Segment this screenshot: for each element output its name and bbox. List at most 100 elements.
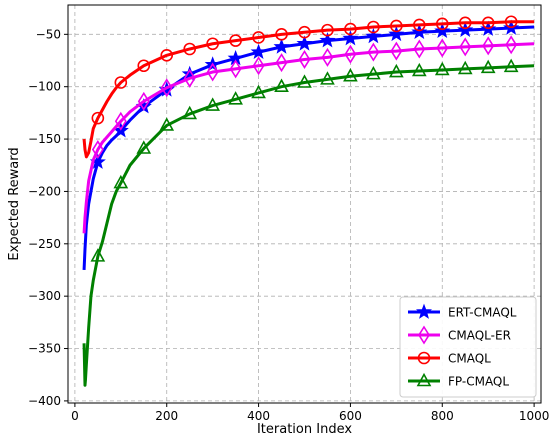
y-tick-label: −150	[28, 132, 61, 146]
data-point-marker	[459, 37, 472, 57]
y-tick-label: −200	[28, 184, 61, 198]
data-point-marker	[114, 76, 128, 89]
x-axis: 0 200 400 600 800 1000	[71, 403, 549, 423]
data-point-marker	[251, 84, 266, 99]
data-point-marker	[343, 68, 358, 82]
x-tick-label: 400	[247, 409, 270, 423]
data-point-marker	[252, 56, 265, 76]
data-point-marker	[183, 42, 196, 56]
data-point-marker	[505, 35, 518, 55]
data-point-marker	[503, 58, 519, 73]
legend-label: CMAQL-ER	[448, 329, 511, 343]
data-point-marker	[411, 62, 427, 77]
data-point-marker	[388, 25, 405, 42]
data-point-marker	[298, 25, 311, 39]
data-point-marker	[342, 30, 359, 46]
data-point-marker	[390, 41, 403, 61]
legend-marker	[416, 372, 432, 387]
y-axis-label: Expected Reward	[7, 147, 22, 260]
series-line	[82, 64, 535, 387]
data-point-marker	[250, 43, 267, 59]
data-point-marker	[434, 22, 451, 39]
data-point-marker	[275, 53, 288, 73]
legend-item: CMAQL	[408, 352, 491, 366]
series-line	[82, 42, 535, 234]
data-point-marker	[136, 140, 152, 154]
data-point-marker	[229, 34, 242, 47]
data-point-marker	[159, 117, 175, 131]
data-point-marker	[252, 31, 265, 44]
data-point-marker	[91, 140, 104, 160]
data-point-marker	[344, 22, 357, 36]
data-point-marker	[367, 20, 380, 34]
data-point-marker	[160, 48, 174, 62]
legend-item: FP-CMAQL	[408, 372, 509, 389]
legend-item: CMAQL-ER	[408, 325, 511, 345]
data-point-marker	[228, 91, 243, 105]
x-tick-label: 600	[339, 409, 362, 423]
data-point-marker	[160, 78, 173, 98]
data-point-marker	[183, 68, 196, 88]
data-point-marker	[273, 38, 290, 54]
data-point-marker	[390, 19, 403, 33]
series-line	[82, 20, 535, 159]
data-point-marker	[229, 59, 242, 79]
y-axis: −50 −100 −150 −200 −250 −300 −350 −400	[28, 27, 68, 408]
y-tick-label: −350	[28, 342, 61, 356]
legend-item: ERT-CMAQL	[408, 303, 517, 320]
series-ert-cmaql	[82, 19, 535, 271]
data-point-marker	[344, 44, 357, 64]
data-point-marker	[321, 47, 334, 67]
data-point-marker	[114, 111, 127, 131]
legend-marker	[418, 325, 430, 345]
series-cmaql-er	[82, 35, 535, 234]
x-axis-label: Iteration Index	[257, 422, 352, 437]
data-point-marker	[90, 248, 106, 262]
data-point-marker	[504, 15, 518, 29]
legend-box	[399, 296, 537, 398]
y-tick-label: −400	[28, 394, 61, 408]
data-point-marker	[388, 63, 404, 78]
data-point-marker	[413, 18, 426, 32]
data-point-marker	[319, 32, 336, 48]
legend-label: CMAQL	[448, 352, 491, 366]
plot-frame	[67, 4, 542, 404]
data-point-marker	[367, 42, 380, 62]
data-point-marker	[206, 62, 219, 82]
data-point-marker	[137, 59, 151, 73]
y-tick-label: −100	[28, 80, 61, 94]
x-tick-label: 200	[155, 409, 178, 423]
data-point-marker	[435, 17, 449, 31]
data-point-marker	[458, 16, 472, 30]
data-point-marker	[182, 105, 198, 120]
data-point-marker	[457, 60, 473, 75]
data-point-marker	[481, 16, 495, 30]
data-point-marker	[113, 174, 129, 189]
x-tick-label: 800	[431, 409, 454, 423]
data-point-marker	[275, 28, 288, 41]
data-point-marker	[411, 23, 428, 40]
data-point-marker	[366, 65, 381, 80]
data-point-marker	[206, 37, 219, 51]
data-point-marker	[321, 23, 334, 37]
series-layer	[82, 15, 535, 387]
data-point-marker	[413, 39, 426, 59]
y-tick-label: −50	[36, 27, 61, 41]
data-point-marker	[457, 21, 474, 37]
y-tick-label: −300	[28, 289, 61, 303]
data-point-marker	[274, 78, 289, 92]
x-tick-label: 1000	[519, 409, 550, 423]
data-point-marker	[297, 74, 312, 88]
data-point-marker	[482, 36, 495, 56]
series-cmaql	[82, 15, 535, 159]
x-tick-label: 0	[71, 409, 79, 423]
data-point-marker	[365, 27, 382, 44]
legend-label: FP-CMAQL	[448, 375, 509, 389]
data-point-marker	[137, 91, 150, 111]
y-tick-label: −250	[28, 237, 61, 251]
data-point-marker	[296, 35, 313, 51]
data-point-marker	[91, 111, 105, 125]
data-point-marker	[320, 71, 335, 85]
data-point-marker	[298, 49, 311, 69]
